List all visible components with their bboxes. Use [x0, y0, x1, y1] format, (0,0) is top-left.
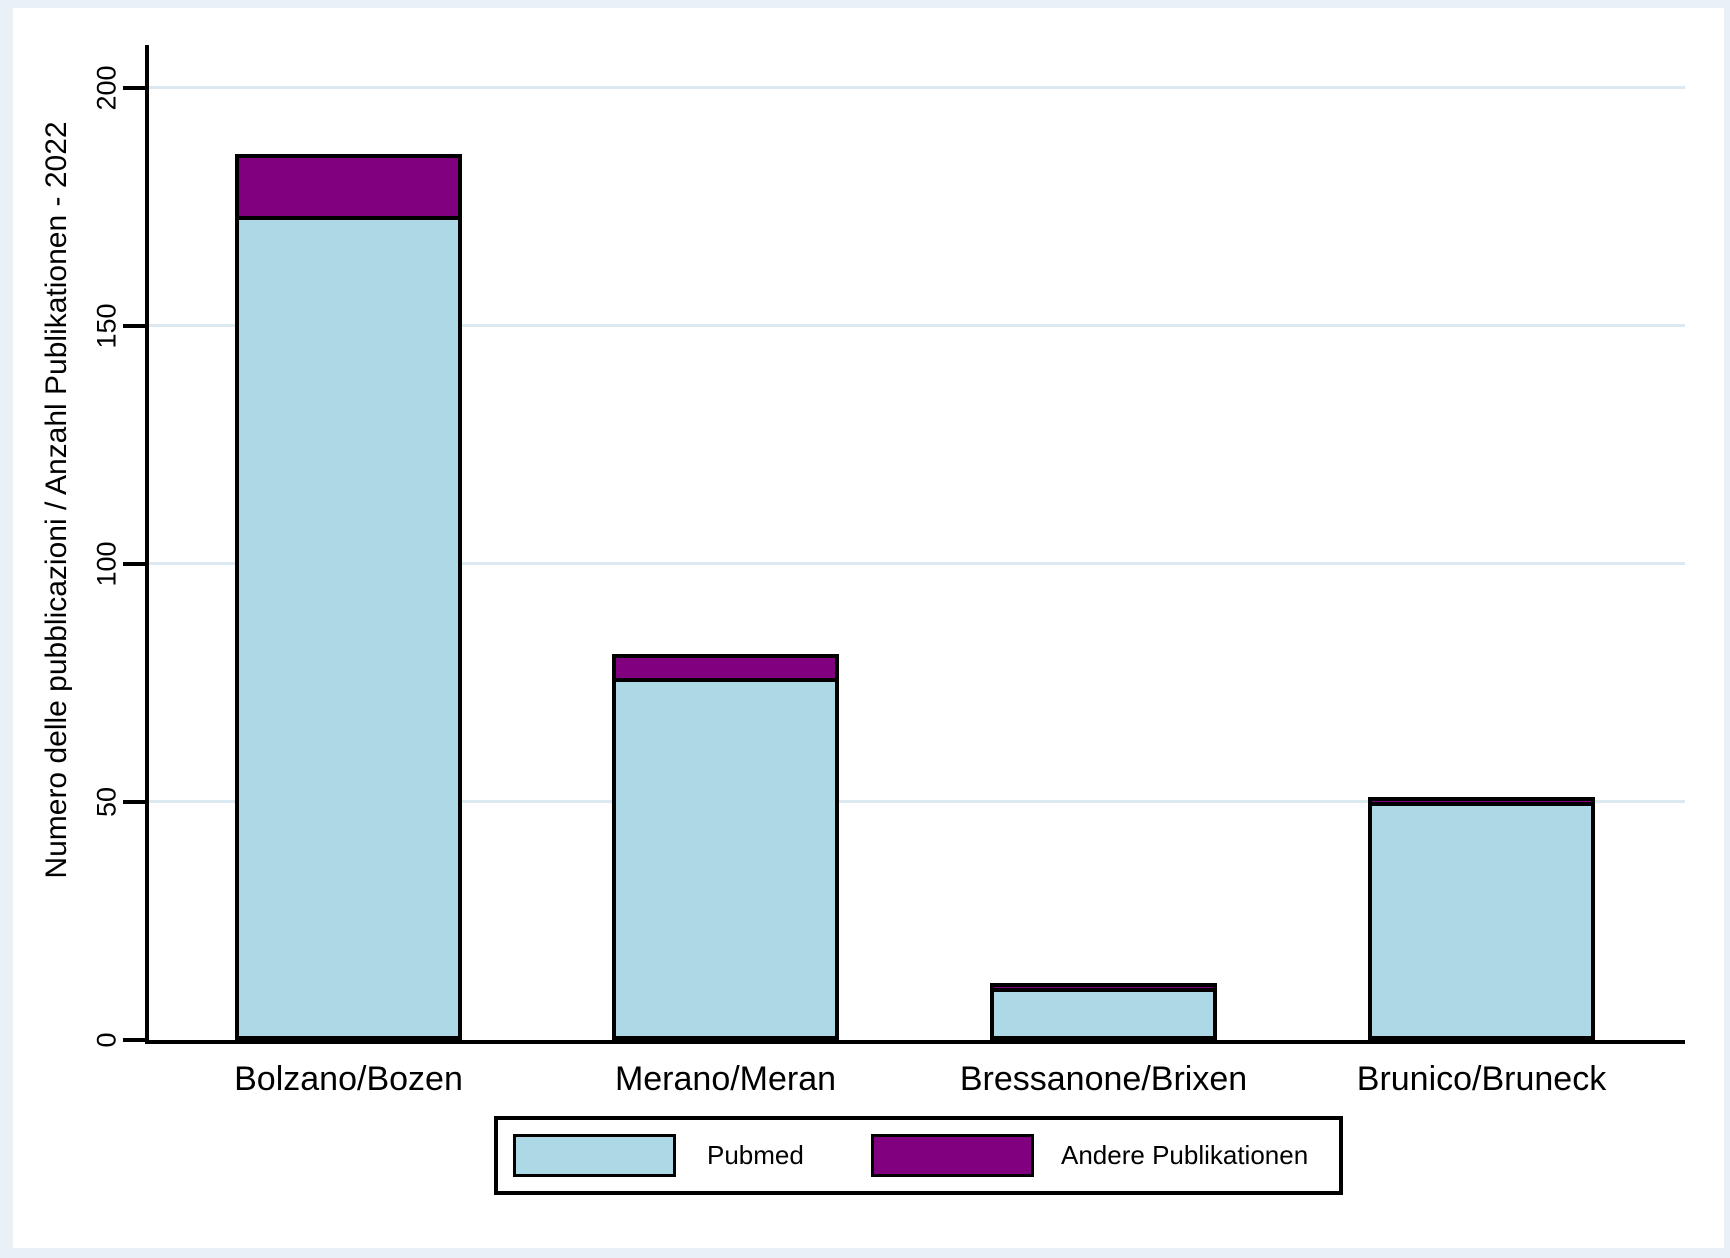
- y-tick-label-200: 200: [91, 65, 122, 111]
- x-axis-label-brunico-bruneck: Brunico/Bruneck: [1356, 1060, 1607, 1098]
- bar-segment-brunico-bruneck-andere-publikationen: [1368, 797, 1595, 806]
- chart-panel: Numero delle pubblicazioni / Anzahl Publ…: [13, 8, 1724, 1248]
- bar-segment-merano-meran-andere-publikationen: [612, 654, 839, 682]
- y-tick-label-0: 0: [91, 1032, 122, 1048]
- bar-segment-bressanone-brixen-andere-publikationen: [990, 983, 1217, 992]
- gridline-200: [145, 85, 1685, 89]
- y-tick-label-50: 50: [91, 786, 122, 817]
- y-tick-label-150: 150: [91, 303, 122, 349]
- bar-segment-bressanone-brixen-pubmed: [990, 988, 1217, 1040]
- bar-brunico-bruneck: [1368, 45, 1595, 1040]
- legend: Pubmed Andere Publikationen: [494, 1116, 1343, 1195]
- x-axis-line: [145, 1040, 1685, 1044]
- x-axis-label-bolzano-bozen: Bolzano/Bozen: [234, 1060, 463, 1098]
- bar-bressanone-brixen: [990, 45, 1217, 1040]
- y-tick-50: [123, 799, 145, 804]
- bar-segment-brunico-bruneck-pubmed: [1368, 802, 1595, 1040]
- gridline-50: [145, 799, 1685, 803]
- legend-label-andere: Andere Publikationen: [1061, 1140, 1309, 1170]
- y-tick-200: [123, 85, 145, 90]
- legend-label-pubmed: Pubmed: [707, 1140, 804, 1170]
- y-tick-0: [123, 1038, 145, 1042]
- y-axis-line: [145, 45, 149, 1044]
- y-tick-label-100: 100: [91, 541, 122, 587]
- bar-merano-meran: [612, 45, 839, 1040]
- bar-segment-bolzano-bozen-andere-publikationen: [235, 154, 462, 220]
- bar-bolzano-bozen: [235, 45, 462, 1040]
- x-axis-label-bressanone-brixen: Bressanone/Brixen: [959, 1060, 1248, 1098]
- legend-swatch-pubmed: [513, 1134, 676, 1177]
- gridline-100: [145, 561, 1685, 565]
- plot-area: [145, 45, 1685, 1044]
- y-tick-100: [123, 561, 145, 566]
- x-axis-label-merano-meran: Merano/Meran: [614, 1060, 837, 1098]
- legend-swatch-andere: [871, 1134, 1034, 1177]
- gridline-150: [145, 323, 1685, 327]
- bar-segment-merano-meran-pubmed: [612, 678, 839, 1040]
- bar-segment-bolzano-bozen-pubmed: [235, 216, 462, 1040]
- y-tick-150: [123, 323, 145, 328]
